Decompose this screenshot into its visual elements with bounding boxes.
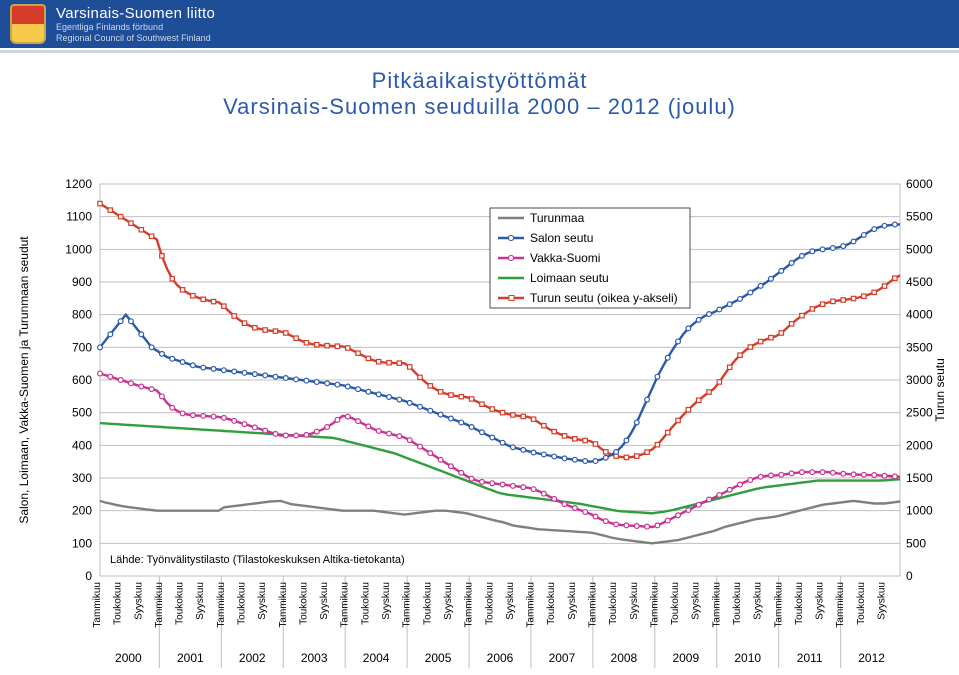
x-month-label: Tammikuu (340, 582, 351, 628)
x-month-label: Tammikuu (92, 582, 103, 628)
y-right-tick: 3000 (906, 373, 933, 387)
header-rule (0, 50, 959, 53)
x-month-label: Toukokuu (670, 582, 681, 625)
chart-area: Pitkäaikaistyöttömät Varsinais-Suomen se… (0, 60, 959, 675)
x-year-label: 2007 (549, 651, 576, 665)
org-name-main: Varsinais-Suomen liitto (56, 5, 215, 22)
x-month-label: Syyskuu (319, 582, 330, 620)
x-month-label: Tammikuu (773, 582, 784, 628)
x-year-label: 2008 (611, 651, 638, 665)
y-left-tick: 1000 (65, 242, 92, 256)
x-month-label: Tammikuu (526, 582, 537, 628)
x-month-label: Syyskuu (567, 582, 578, 620)
legend-label: Turunmaa (530, 211, 585, 225)
x-month-label: Toukokuu (794, 582, 805, 625)
x-year-label: 2012 (858, 651, 885, 665)
y-left-tick: 800 (72, 308, 92, 322)
x-month-label: Syyskuu (815, 582, 826, 620)
y-left-tick: 500 (72, 406, 92, 420)
y-right-tick: 2500 (906, 406, 933, 420)
x-month-label: Tammikuu (649, 582, 660, 628)
org-name-sub2: Regional Council of Southwest Finland (56, 33, 215, 44)
y-left-tick: 200 (72, 504, 92, 518)
x-month-label: Toukokuu (856, 582, 867, 625)
series-vakka (100, 374, 900, 528)
legend-label: Vakka-Suomi (530, 251, 600, 265)
x-year-label: 2003 (301, 651, 328, 665)
y-left-axis-label: Salon, Loimaan, Vakka-Suomen ja Turunmaa… (17, 236, 31, 524)
y-left-tick: 0 (85, 569, 92, 583)
x-month-label: Tammikuu (278, 582, 289, 628)
x-month-label: Toukokuu (175, 582, 186, 625)
x-month-label: Toukokuu (298, 582, 309, 625)
y-right-tick: 6000 (906, 177, 933, 191)
org-crest-icon (10, 4, 46, 44)
source-text: Lähde: Työnvälitystilasto (Tilastokeskuk… (110, 554, 405, 566)
y-right-tick: 1500 (906, 471, 933, 485)
y-left-tick: 1100 (66, 210, 92, 224)
x-month-label: Toukokuu (422, 582, 433, 625)
y-left-tick: 900 (72, 275, 92, 289)
x-month-label: Toukokuu (237, 582, 248, 625)
header-bar: Varsinais-Suomen liitto Egentliga Finlan… (0, 0, 959, 48)
x-month-label: Syyskuu (629, 582, 640, 620)
x-month-label: Syyskuu (133, 582, 144, 620)
y-right-tick: 1000 (906, 504, 933, 518)
x-month-label: Tammikuu (216, 582, 227, 628)
y-right-tick: 2000 (906, 438, 933, 452)
x-year-label: 2010 (734, 651, 761, 665)
x-year-label: 2005 (425, 651, 452, 665)
header-text: Varsinais-Suomen liitto Egentliga Finlan… (56, 5, 215, 44)
x-year-label: 2002 (239, 651, 266, 665)
y-left-tick: 100 (72, 536, 92, 550)
y-left-tick: 300 (72, 471, 92, 485)
y-right-tick: 500 (906, 536, 926, 550)
x-month-label: Syyskuu (381, 582, 392, 620)
x-month-label: Toukokuu (732, 582, 743, 625)
y-left-tick: 400 (72, 438, 92, 452)
legend-label: Loimaan seutu (530, 271, 609, 285)
x-month-label: Tammikuu (587, 582, 598, 628)
plot-svg: 0 100 200 300 400 500 600 700 800 900 1000 1100 1200… (0, 60, 959, 675)
y-right-tick: 4500 (906, 275, 933, 289)
x-month-label: Syyskuu (877, 582, 888, 620)
x-year-label: 2011 (797, 651, 823, 665)
x-month-label: Syyskuu (195, 582, 206, 620)
series-turunmaa (100, 501, 900, 543)
x-month-label: Toukokuu (360, 582, 371, 625)
org-name-sub1: Egentliga Finlands förbund (56, 22, 215, 33)
y-right-tick: 0 (906, 569, 913, 583)
x-month-label: Toukokuu (113, 582, 124, 625)
y-left-tick: 1200 (65, 177, 92, 191)
x-year-label: 2004 (363, 651, 390, 665)
y-right-tick: 3500 (906, 340, 933, 354)
y-right-axis-label: Turun seutu (933, 358, 947, 422)
legend-label: Turun seutu (oikea y-akseli) (530, 291, 678, 305)
x-month-label: Syyskuu (443, 582, 454, 620)
x-month-label: Syyskuu (257, 582, 268, 620)
x-month-label: Tammikuu (711, 582, 722, 628)
x-month-label: Tammikuu (402, 582, 413, 628)
y-right-tick: 4000 (906, 308, 933, 322)
y-right-tick: 5500 (906, 210, 933, 224)
y-right-tick: 5000 (906, 242, 933, 256)
x-month-label: Syyskuu (691, 582, 702, 620)
x-month-label: Toukokuu (546, 582, 557, 625)
x-month-label: Syyskuu (753, 582, 764, 620)
x-month-label: Toukokuu (484, 582, 495, 625)
x-year-label: 2000 (115, 651, 142, 665)
x-year-label: 2001 (177, 651, 204, 665)
x-month-label: Syyskuu (505, 582, 516, 620)
x-year-label: 2009 (672, 651, 699, 665)
legend-label: Salon seutu (530, 231, 593, 245)
x-month-label: Toukokuu (608, 582, 619, 625)
y-left-tick: 600 (72, 373, 92, 387)
x-month-label: Tammikuu (464, 582, 475, 628)
x-year-label: 2006 (487, 651, 514, 665)
series-loimaa (100, 423, 900, 513)
x-month-label: Tammikuu (835, 582, 846, 628)
y-left-tick: 700 (72, 340, 92, 354)
x-month-label: Tammikuu (154, 582, 165, 628)
